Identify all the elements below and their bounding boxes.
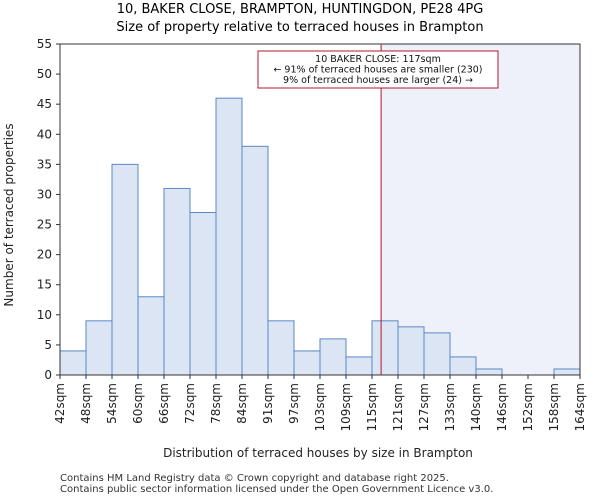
y-tick-label: 35 [37,157,52,171]
x-tick-label: 140sqm [469,383,483,431]
annotation-property-size: 10 BAKER CLOSE: 117sqm [315,54,441,65]
histogram-bar [163,187,191,376]
y-tick-label: 50 [37,67,52,81]
annotation-box [257,50,499,89]
histogram-bar [111,163,139,376]
x-tick-label: 72sqm [183,383,197,424]
histogram-bar [267,320,295,376]
histogram-bar [371,320,399,376]
y-tick-label: 10 [37,308,52,322]
x-tick-label: 109sqm [339,383,353,431]
histogram-bar [345,356,373,376]
x-tick-label: 91sqm [261,383,275,424]
x-tick-label: 158sqm [547,383,561,431]
x-tick-label: 115sqm [365,383,379,431]
y-tick-label: 15 [37,278,52,292]
x-tick-label: 121sqm [391,383,405,431]
histogram-bar [475,368,503,376]
chart-subtitle: Size of property relative to terraced ho… [116,20,484,35]
y-tick-label: 25 [37,218,52,232]
histogram-bar [319,338,347,376]
x-tick-label: 48sqm [79,383,93,424]
y-tick-label: 0 [44,368,52,382]
footer-copyright: Contains HM Land Registry data © Crown c… [60,473,449,484]
chart-title: 10, BAKER CLOSE, BRAMPTON, HUNTINGDON, P… [116,2,484,17]
histogram-bar [293,350,321,376]
footer-licence: Contains public sector information licen… [60,484,494,495]
histogram-bar [423,332,451,376]
larger-properties-region [381,44,580,375]
x-tick-label: 103sqm [313,383,327,431]
y-tick-label: 30 [37,187,52,201]
x-tick-label: 152sqm [521,383,535,431]
histogram-bar [449,356,477,376]
histogram-bar [137,296,165,376]
histogram-bar [397,326,425,376]
x-tick-label: 42sqm [53,383,67,424]
x-tick-label: 97sqm [287,383,301,424]
x-tick-label: 164sqm [573,383,587,431]
y-tick-label: 40 [37,127,52,141]
y-tick-label: 5 [44,338,52,352]
x-tick-label: 54sqm [105,383,119,424]
x-tick-label: 66sqm [157,383,171,424]
x-tick-label: 133sqm [443,383,457,431]
x-tick-label: 127sqm [417,383,431,431]
x-tick-label: 60sqm [131,383,145,424]
annotation-smaller-share: ← 91% of terraced houses are smaller (23… [273,65,482,76]
y-tick-label: 55 [37,37,52,51]
x-axis-label: Distribution of terraced houses by size … [163,446,473,460]
histogram-bar [241,145,269,376]
y-axis-label: Number of terraced properties [2,123,16,306]
annotation-larger-share: 9% of terraced houses are larger (24) → [283,75,473,86]
x-tick-label: 146sqm [495,383,509,431]
x-tick-label: 78sqm [209,383,223,424]
x-tick-label: 84sqm [235,383,249,424]
y-tick-label: 45 [37,97,52,111]
y-tick-label: 20 [37,248,52,262]
histogram-bar [189,212,217,376]
histogram-bar [85,320,113,376]
histogram-bar [553,368,581,376]
histogram-bar [215,97,243,376]
histogram-bar [59,350,87,376]
